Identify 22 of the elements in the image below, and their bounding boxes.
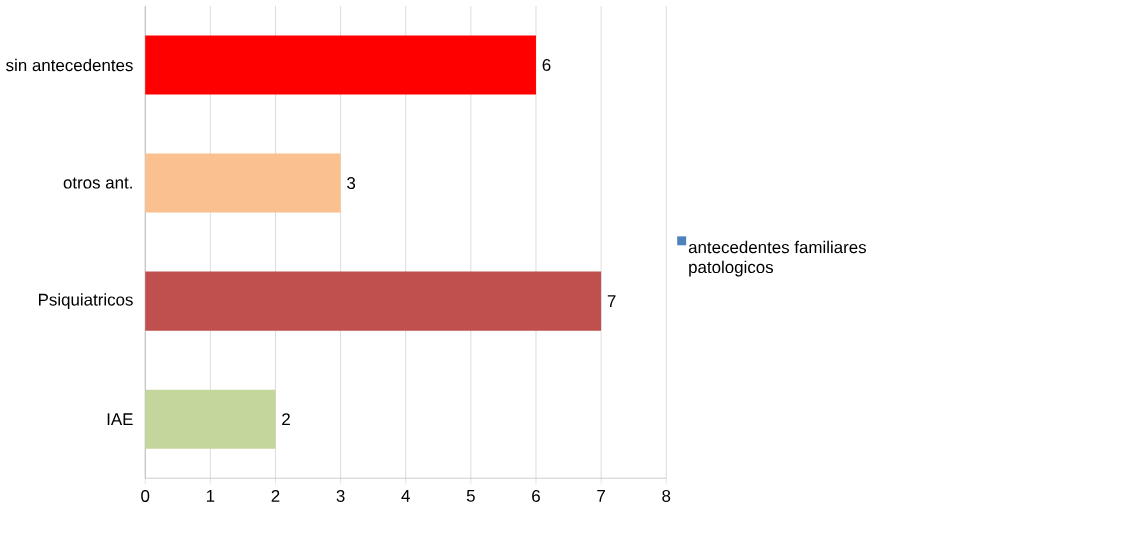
x-tick-label: 4 <box>401 490 410 502</box>
data-label: 6 <box>542 59 551 72</box>
y-tick-label: sin antecedentes <box>6 58 133 72</box>
data-label: 2 <box>282 413 290 426</box>
y-tick-label: Psiquiatricos <box>39 293 133 310</box>
y-tick-label: otros ant. <box>63 177 132 189</box>
text: antecedentes familiares patologicos <box>688 240 866 277</box>
x-tick-label: 6 <box>532 490 540 503</box>
bar <box>145 153 341 213</box>
x-tick-label: 7 <box>597 490 605 502</box>
x-tick-label: 0 <box>141 490 150 503</box>
x-tick-label: 8 <box>662 490 671 503</box>
bar <box>145 389 276 449</box>
x-tick-label: 5 <box>466 490 475 502</box>
data-label: 3 <box>347 177 356 190</box>
data-label: 7 <box>607 295 616 307</box>
y-tick-label: IAE <box>107 413 133 426</box>
bar <box>145 271 602 331</box>
bar <box>145 35 536 95</box>
x-tick-label: 3 <box>336 490 345 503</box>
x-tick-label: 2 <box>271 490 280 502</box>
x-tick-label: 1 <box>206 490 215 502</box>
